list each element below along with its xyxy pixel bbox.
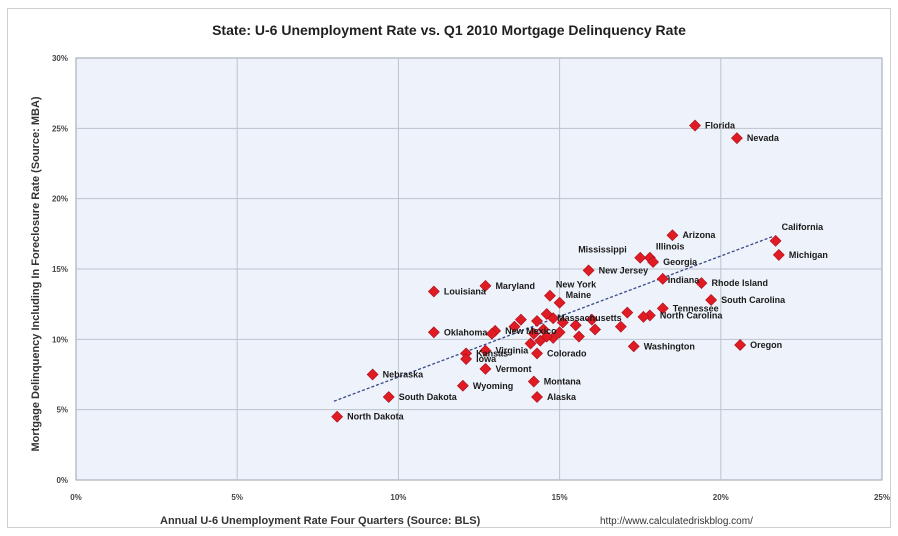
- data-point: [524, 337, 537, 350]
- data-point-label: Indiana: [668, 275, 700, 285]
- data-point: [382, 391, 395, 403]
- data-point: [527, 375, 540, 388]
- data-point-label: Oklahoma: [444, 327, 489, 337]
- data-point: [730, 132, 743, 145]
- data-point: [427, 326, 440, 339]
- source-credit: http://www.calculatedriskblog.com/: [600, 516, 753, 527]
- data-point-label: Florida: [705, 121, 736, 131]
- data-point-label: Nevada: [747, 133, 780, 143]
- data-point: [479, 279, 492, 292]
- data-point: [485, 327, 498, 340]
- data-point: [573, 330, 585, 343]
- data-point: [621, 306, 634, 319]
- x-tick-label: 10%: [390, 493, 406, 502]
- data-point: [734, 339, 747, 351]
- data-point: [553, 326, 566, 339]
- y-tick-label: 20%: [52, 195, 68, 204]
- data-point: [637, 310, 650, 323]
- y-tick-label: 25%: [52, 124, 68, 133]
- data-point-label: Colorado: [547, 348, 587, 358]
- data-point: [531, 391, 543, 403]
- data-point: [531, 347, 543, 360]
- data-point-label: Georgia: [663, 257, 698, 267]
- data-point-label: South Carolina: [721, 295, 786, 305]
- x-tick-label: 25%: [874, 493, 890, 502]
- data-point: [534, 334, 547, 347]
- y-tick-label: 5%: [56, 406, 68, 415]
- data-point: [427, 285, 440, 298]
- data-point-label: North Dakota: [347, 412, 404, 422]
- data-point: [585, 313, 598, 326]
- data-point-label: Mississippi: [578, 245, 627, 255]
- data-point: [772, 249, 785, 261]
- data-point: [508, 320, 521, 333]
- data-point: [531, 315, 543, 327]
- data-point-label: Illinois: [656, 242, 685, 252]
- data-point-label: Maryland: [495, 281, 535, 291]
- data-point: [705, 294, 718, 306]
- data-point: [582, 264, 595, 277]
- data-point-label: California: [782, 222, 825, 232]
- data-point: [589, 323, 601, 336]
- data-point: [689, 119, 701, 132]
- data-point-label: Washington: [644, 341, 695, 351]
- x-tick-label: 20%: [713, 493, 729, 502]
- y-tick-label: 10%: [52, 335, 68, 344]
- data-point: [769, 234, 782, 247]
- data-point-label: Kansas: [476, 348, 508, 358]
- data-point-label: Iowa: [476, 354, 497, 364]
- data-point-label: Michigan: [789, 250, 828, 260]
- data-point-label: Rhode Island: [711, 278, 768, 288]
- data-point: [647, 256, 660, 268]
- data-point: [656, 272, 669, 285]
- y-tick-label: 0%: [56, 476, 68, 485]
- data-point-label: Louisiana: [444, 287, 487, 297]
- x-tick-label: 5%: [231, 493, 243, 502]
- data-point-label: North Carolina: [660, 310, 723, 320]
- x-tick-label: 15%: [552, 493, 568, 502]
- data-point: [627, 340, 640, 353]
- data-point: [634, 251, 647, 264]
- data-point: [666, 229, 679, 242]
- data-point: [540, 308, 553, 320]
- data-point-label: Virginia: [495, 346, 529, 356]
- data-point: [456, 379, 469, 392]
- data-point-label: Wyoming: [473, 381, 513, 391]
- data-point-label: Nebraska: [383, 370, 425, 380]
- data-point-label: New York: [556, 280, 597, 290]
- data-point: [553, 296, 566, 309]
- data-point-label: New Jersey: [599, 265, 649, 275]
- y-tick-label: 15%: [52, 265, 68, 274]
- data-point: [366, 368, 379, 381]
- data-point: [479, 362, 492, 375]
- data-point: [527, 327, 540, 340]
- data-point: [479, 344, 492, 357]
- data-point: [656, 302, 669, 315]
- data-point: [695, 277, 708, 289]
- data-point-label: Vermont: [495, 364, 531, 374]
- x-axis-label: Annual U-6 Unemployment Rate Four Quarte…: [160, 515, 481, 527]
- chart-title: State: U-6 Unemployment Rate vs. Q1 2010…: [212, 22, 686, 38]
- data-point: [544, 289, 556, 302]
- data-point: [569, 319, 582, 332]
- x-tick-label: 0%: [70, 493, 82, 502]
- data-point: [556, 316, 569, 329]
- data-point: [460, 353, 473, 365]
- data-point-label: Montana: [544, 377, 582, 387]
- data-point-label: Maine: [566, 290, 592, 300]
- data-point: [331, 410, 344, 423]
- y-tick-label: 30%: [52, 54, 68, 63]
- data-point-label: Arizona: [682, 230, 716, 240]
- data-point-label: South Dakota: [399, 392, 458, 402]
- data-point-label: Massachusetts: [557, 313, 622, 323]
- data-point-label: Oregon: [750, 340, 782, 350]
- data-point: [614, 320, 627, 333]
- data-point-label: Alaska: [547, 392, 577, 402]
- trendline: [333, 236, 773, 402]
- data-point-label: New Mexico: [505, 326, 557, 336]
- data-point: [514, 313, 527, 326]
- data-point-label: Tennessee: [673, 303, 719, 313]
